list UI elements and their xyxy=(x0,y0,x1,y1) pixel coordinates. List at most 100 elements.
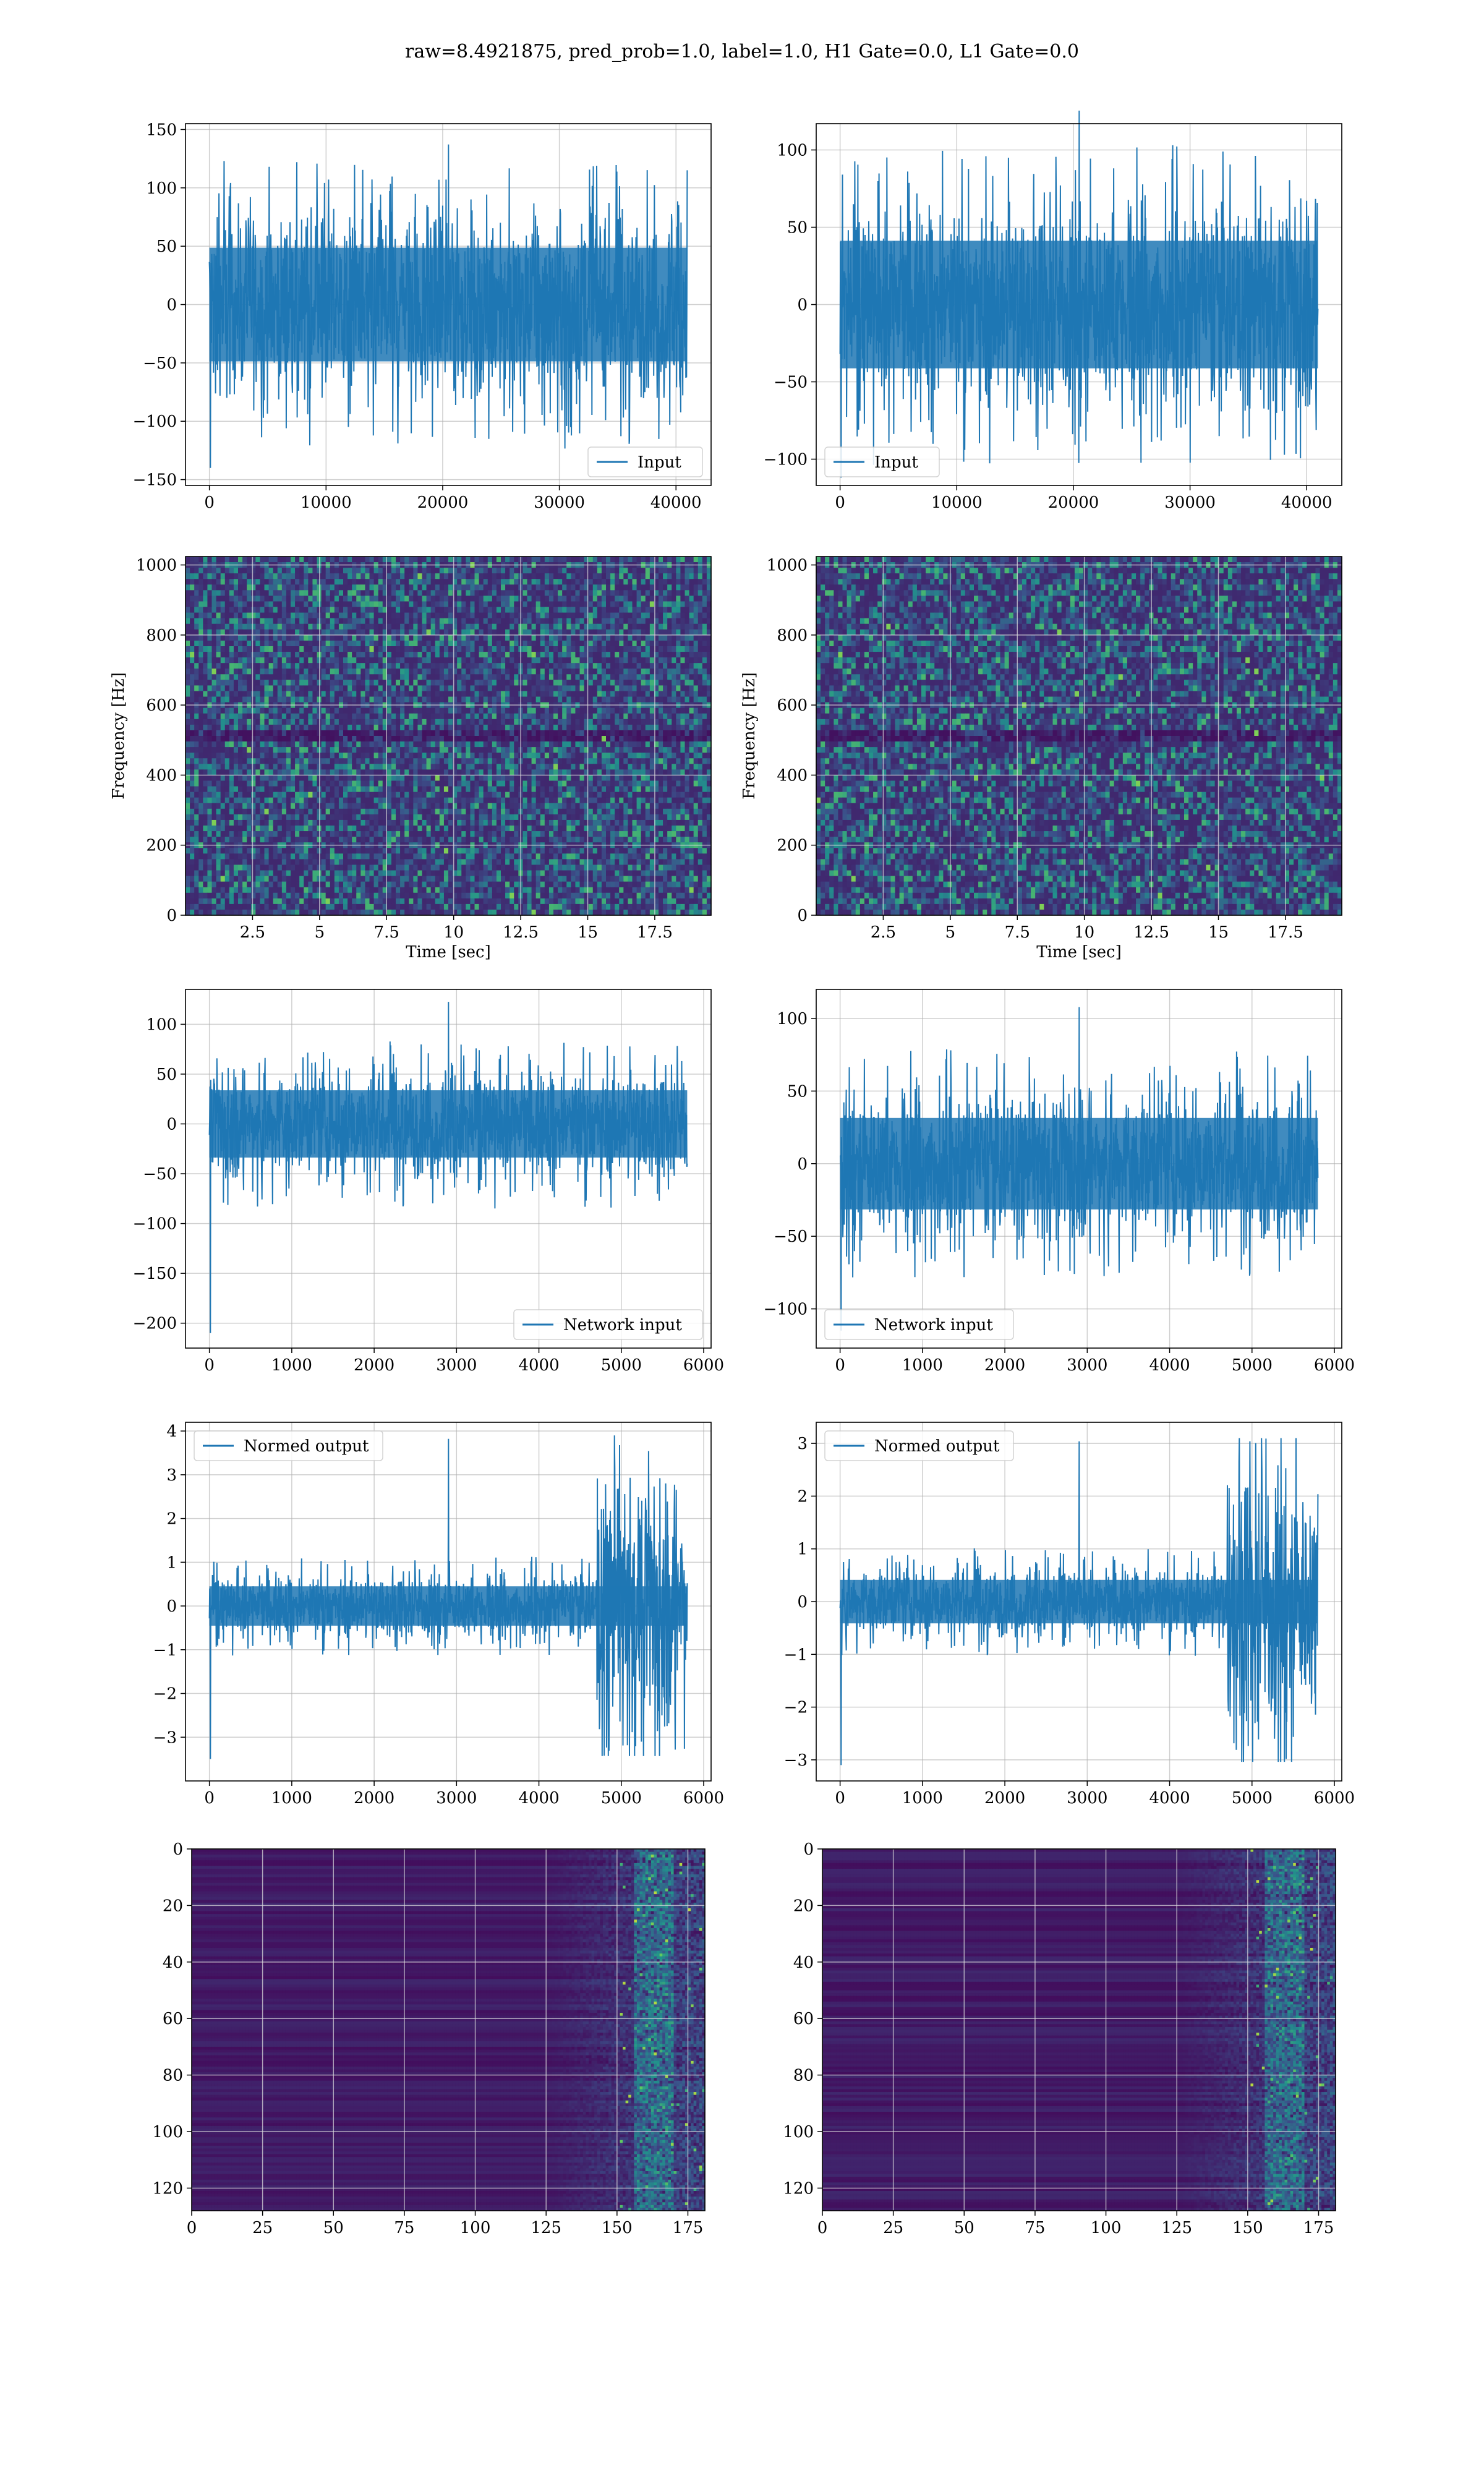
heatmap-cell xyxy=(602,596,607,602)
heatmap-cell xyxy=(330,584,335,591)
heatmap-cell xyxy=(549,568,554,574)
heatmap-cell xyxy=(685,573,690,579)
heatmap-cell xyxy=(610,596,615,602)
heatmap-cell xyxy=(400,573,405,579)
heatmap-cell xyxy=(672,602,676,608)
heatmap-cell xyxy=(251,613,256,619)
heatmap-cell xyxy=(540,579,545,585)
heatmap-cell xyxy=(247,596,252,602)
heatmap-cell xyxy=(190,579,195,585)
heatmap-cell xyxy=(335,613,339,619)
heatmap-cell xyxy=(694,590,699,596)
heatmap-cell xyxy=(435,596,440,602)
heatmap-cell xyxy=(479,618,484,625)
heatmap-cell xyxy=(431,568,436,574)
heatmap-cell xyxy=(558,596,563,602)
heatmap-cell xyxy=(514,602,519,608)
heatmap-cell xyxy=(532,602,537,608)
x-tick-label: 40000 xyxy=(650,493,702,512)
heatmap-cell xyxy=(680,624,685,630)
heatmap-cell xyxy=(663,596,668,602)
heatmap-cell xyxy=(646,557,650,563)
heatmap-cell xyxy=(190,584,195,591)
heatmap-cell xyxy=(444,607,449,613)
heatmap-cell xyxy=(251,590,256,596)
heatmap-cell xyxy=(417,602,422,608)
heatmap-cell xyxy=(646,607,650,613)
heatmap-cell xyxy=(255,573,260,579)
heatmap-cell xyxy=(667,618,672,625)
heatmap-cell xyxy=(680,618,685,625)
heatmap-cell xyxy=(427,607,432,613)
heatmap-cell xyxy=(295,568,300,574)
heatmap-cell xyxy=(444,596,449,602)
heatmap-cell xyxy=(676,607,681,613)
heatmap-cell xyxy=(698,613,703,619)
heatmap-cell xyxy=(360,568,365,574)
heatmap-cell xyxy=(497,596,501,602)
heatmap-cell xyxy=(404,590,409,596)
heatmap-cell xyxy=(680,573,685,579)
heatmap-cell xyxy=(549,624,554,630)
heatmap-cell xyxy=(444,557,449,563)
heatmap-cell xyxy=(566,602,571,608)
heatmap-cell xyxy=(374,602,379,608)
heatmap-cell xyxy=(545,590,550,596)
heatmap-cell xyxy=(247,624,252,630)
x-tick-label: 20000 xyxy=(417,493,469,512)
heatmap-cell xyxy=(326,602,331,608)
heatmap-cell xyxy=(278,557,283,563)
heatmap-cell xyxy=(641,624,646,630)
heatmap-cell xyxy=(440,613,445,619)
heatmap-cell xyxy=(619,613,624,619)
heatmap-cell xyxy=(365,596,370,602)
x-tick-label: 40000 xyxy=(1281,493,1333,512)
x-tick-label: 10000 xyxy=(301,493,352,512)
heatmap-cell xyxy=(580,618,585,625)
heatmap-cell xyxy=(689,613,694,619)
heatmap-cell xyxy=(615,584,620,591)
heatmap-cell xyxy=(597,596,602,602)
heatmap-cell xyxy=(589,596,594,602)
heatmap-cell xyxy=(501,573,506,579)
heatmap-cell xyxy=(505,573,510,579)
heatmap-cell xyxy=(522,573,527,579)
heatmap-cell xyxy=(685,596,690,602)
heatmap-cell xyxy=(404,584,409,591)
heatmap-cell xyxy=(238,590,243,596)
heatmap-cell xyxy=(295,596,300,602)
heatmap-cell xyxy=(527,573,532,579)
heatmap-cell xyxy=(575,579,580,585)
heatmap-cell xyxy=(400,602,405,608)
heatmap-cell xyxy=(387,579,392,585)
heatmap-cell xyxy=(335,624,339,630)
heatmap-cell xyxy=(589,584,594,591)
heatmap-cell xyxy=(641,557,646,563)
heatmap-cell xyxy=(540,557,545,563)
heatmap-cell xyxy=(370,618,375,625)
heatmap-cell xyxy=(269,579,274,585)
heatmap-cell xyxy=(646,573,650,579)
y-tick-label: −50 xyxy=(143,354,177,373)
heatmap-cell xyxy=(553,584,558,591)
heatmap-cell xyxy=(190,613,195,619)
heatmap-cell xyxy=(431,557,436,563)
heatmap-cell xyxy=(646,596,650,602)
heatmap-cell xyxy=(676,613,681,619)
heatmap-cell xyxy=(470,602,475,608)
heatmap-cell xyxy=(646,579,650,585)
heatmap-cell xyxy=(431,613,436,619)
heatmap-cell xyxy=(265,624,270,630)
heatmap-cell xyxy=(484,602,488,608)
heatmap-cell xyxy=(650,590,655,596)
heatmap-cell xyxy=(326,584,331,591)
heatmap-cell xyxy=(186,579,190,585)
heatmap-cell xyxy=(606,579,611,585)
heatmap-cell xyxy=(659,568,663,574)
heatmap-cell xyxy=(282,584,287,591)
heatmap-cell xyxy=(527,596,532,602)
heatmap-cell xyxy=(698,607,703,613)
heatmap-cell xyxy=(409,557,414,563)
heatmap-cell xyxy=(536,590,541,596)
heatmap-cell xyxy=(203,579,208,585)
